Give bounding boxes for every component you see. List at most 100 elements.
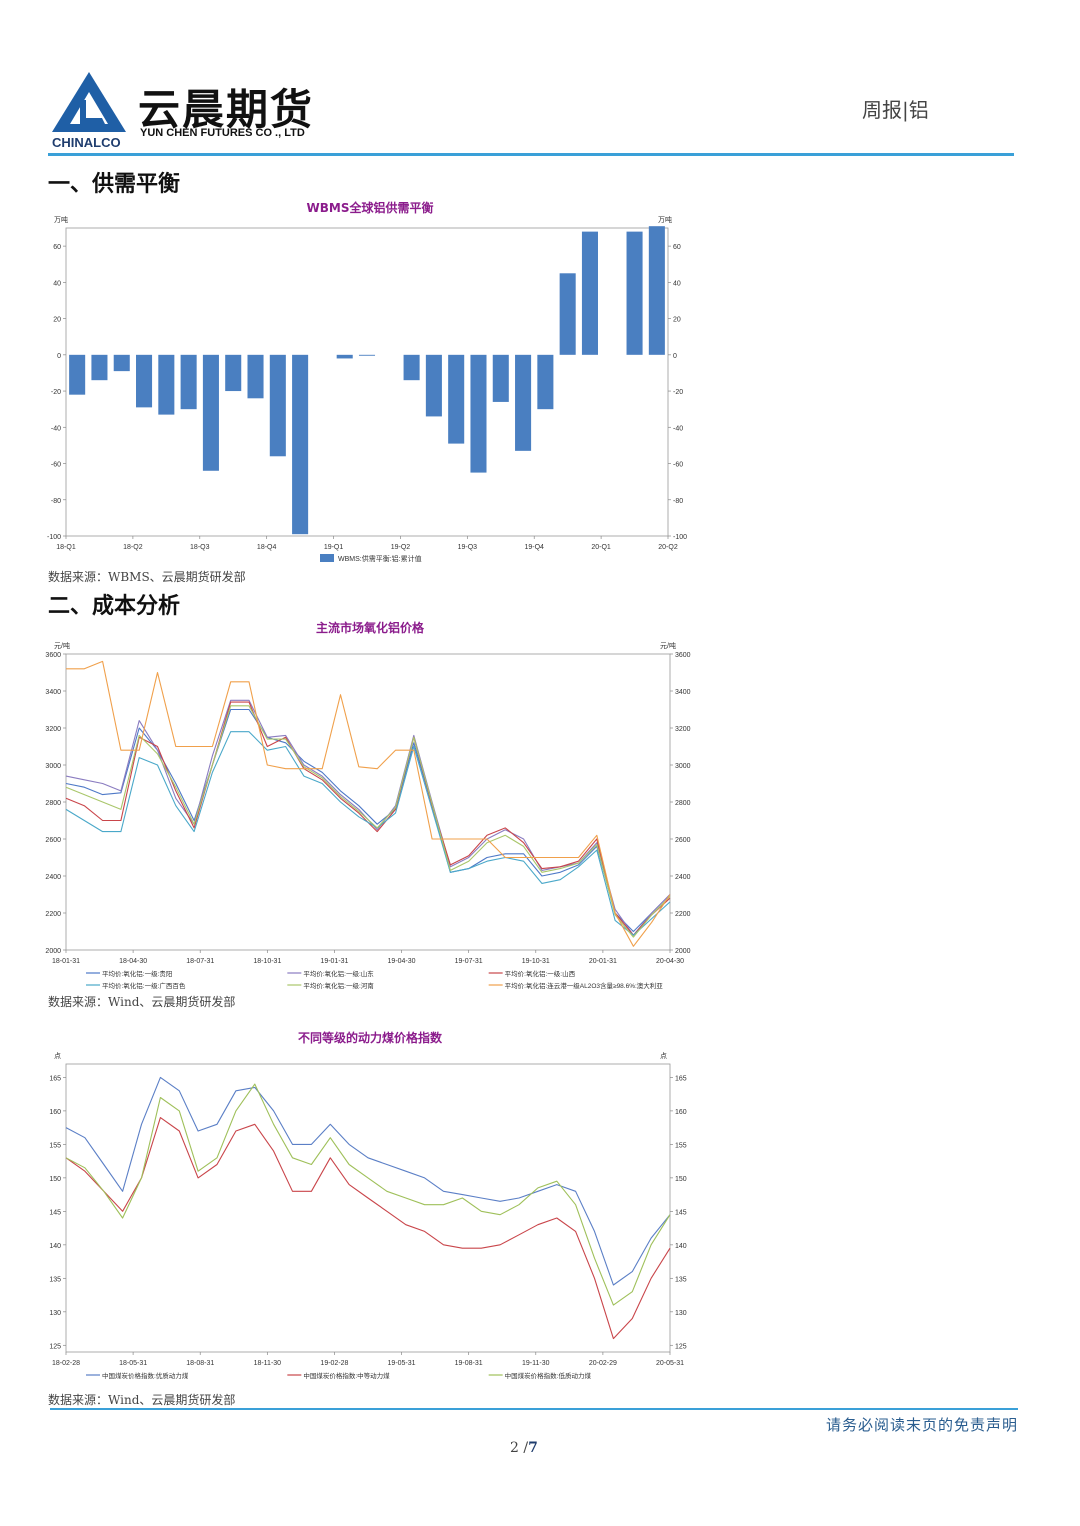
y-tick-label-right: 160 (675, 1109, 687, 1116)
bar (425, 354, 442, 417)
bar (559, 273, 576, 355)
y-tick-label: 3400 (45, 689, 61, 696)
x-tick-label: 18-Q3 (190, 544, 210, 551)
y-tick-label: 2200 (45, 911, 61, 918)
y-tick-label: 2600 (45, 837, 61, 844)
bar (470, 354, 487, 473)
y-tick-label-right: 40 (673, 280, 681, 287)
legend-label: WBMS:供需平衡:铝:累计值 (338, 554, 422, 563)
y-tick-label-right: 2600 (675, 837, 691, 844)
legend-label: 中国煤炭价格指数:低质动力煤 (505, 1371, 592, 1380)
y-tick-label-right: 20 (673, 317, 681, 324)
y-tick-label-right: -20 (673, 389, 683, 396)
y-tick-label-right: 145 (675, 1209, 687, 1216)
y-tick-label-right: -100 (673, 534, 687, 541)
legend-label: 中国煤炭价格指数:中等动力煤 (303, 1371, 390, 1380)
x-tick-label: 18-04-30 (119, 958, 147, 965)
coal-index-chart: 点 点 165 165 160 160 155 155 150 150 145 145 140 140 13… (49, 1052, 687, 1380)
series-line (65, 1076, 671, 1286)
bar (358, 354, 376, 356)
y-tick-label-right: 2200 (675, 911, 691, 918)
x-tick-label: 18-05-31 (119, 1360, 147, 1367)
x-tick-label: 19-10-31 (522, 958, 550, 965)
legend-label: 平均价:氧化铝:一级:贵阳 (102, 969, 172, 978)
y-tick-label: -60 (51, 462, 61, 469)
y-tick-label-right: -60 (673, 462, 683, 469)
x-tick-label: 19-04-30 (388, 958, 416, 965)
page-separator: / (518, 1440, 529, 1456)
y-tick-label-right: 150 (675, 1176, 687, 1183)
x-tick-label: 18-02-28 (52, 1360, 80, 1367)
legend-label: 平均价:氧化铝:连云港一级AL2O3含量≥98.6%:澳大利亚 (505, 981, 664, 990)
bar (158, 354, 175, 415)
y-tick-label: 2000 (45, 948, 61, 955)
y-tick-label: 165 (49, 1075, 61, 1082)
chart-title-coal: 不同等级的动力煤价格指数 (297, 1031, 442, 1045)
brand-name-en: CHINALCO (52, 135, 121, 150)
y-tick-label: 2800 (45, 800, 61, 807)
footer-divider (50, 1408, 1018, 1410)
legend-swatch (320, 554, 334, 562)
series-line (65, 708, 671, 933)
bar (91, 354, 108, 381)
y-tick-label: 3600 (45, 652, 61, 659)
bar (448, 354, 465, 444)
page-current: 2 (510, 1440, 519, 1456)
section-title-supply-demand: 一、供需平衡 (48, 172, 181, 197)
y-tick-label-right: 2000 (675, 948, 691, 955)
y-tick-label-right: 3400 (675, 689, 691, 696)
y-unit-left: 元/吨 (54, 641, 70, 650)
x-tick-label: 20-04-30 (656, 958, 684, 965)
x-tick-label: 19-08-31 (455, 1360, 483, 1367)
y-tick-label-right: 0 (673, 353, 677, 360)
bar (292, 354, 309, 535)
y-tick-label: 0 (57, 353, 61, 360)
x-tick-label: 18-10-31 (253, 958, 281, 965)
y-tick-label: 140 (49, 1243, 61, 1250)
plot-frame (65, 1063, 671, 1353)
chinalco-logo (52, 72, 126, 132)
x-tick-label: 18-11-30 (254, 1360, 282, 1367)
y-tick-label: 125 (49, 1343, 61, 1350)
x-tick-label: 18-08-31 (186, 1360, 214, 1367)
y-tick-label-right: 3000 (675, 763, 691, 770)
y-unit-right: 万吨 (658, 216, 672, 224)
legend-label: 平均价:氧化铝:一级:广西百色 (102, 981, 186, 990)
series-line (66, 660, 671, 947)
series-line (65, 1117, 671, 1340)
alumina-price-chart: 元/吨 元/吨 3600 3600 3400 3400 3200 3200 3000 3000 28… (45, 641, 691, 990)
series-line (65, 701, 671, 936)
bar (180, 354, 197, 410)
x-tick-label: 18-Q4 (257, 544, 277, 551)
x-tick-label: 20-Q1 (591, 544, 611, 551)
plot-frame (65, 653, 671, 951)
y-tick-label-right: 2400 (675, 874, 691, 881)
y-tick-label: 3200 (45, 726, 61, 733)
chart-title-wbms: WBMS全球铝供需平衡 (306, 201, 434, 215)
y-tick-label-right: 3600 (675, 652, 691, 659)
section-title-cost-analysis: 二、成本分析 (48, 594, 181, 619)
bar (225, 354, 242, 392)
x-tick-label: 20-Q2 (658, 544, 678, 551)
y-unit-right: 点 (660, 1052, 667, 1060)
y-unit-left: 万吨 (54, 216, 68, 224)
x-tick-label: 18-01-31 (52, 958, 80, 965)
y-tick-label: 160 (49, 1109, 61, 1116)
company-name-en: YUN CHEN FUTURES CO ., LTD (140, 127, 305, 139)
series-line (65, 1083, 671, 1306)
page-number: 2 /7 (510, 1440, 538, 1456)
series-line (65, 705, 671, 938)
y-tick-label: 155 (49, 1142, 61, 1149)
y-tick-label: 3000 (45, 763, 61, 770)
x-tick-label: 19-Q2 (391, 544, 411, 551)
bar (581, 231, 598, 355)
bar (269, 354, 286, 457)
bar (136, 354, 153, 408)
bar (113, 354, 130, 372)
source-note-wbms: 数据来源：WBMS、云晨期货研发部 (48, 570, 246, 584)
x-tick-label: 19-Q1 (324, 544, 344, 551)
x-tick-label: 19-Q4 (524, 544, 544, 551)
legend-label: 中国煤炭价格指数:优质动力煤 (102, 1371, 189, 1380)
y-tick-label-right: 60 (673, 244, 681, 251)
y-tick-label: -100 (47, 534, 61, 541)
